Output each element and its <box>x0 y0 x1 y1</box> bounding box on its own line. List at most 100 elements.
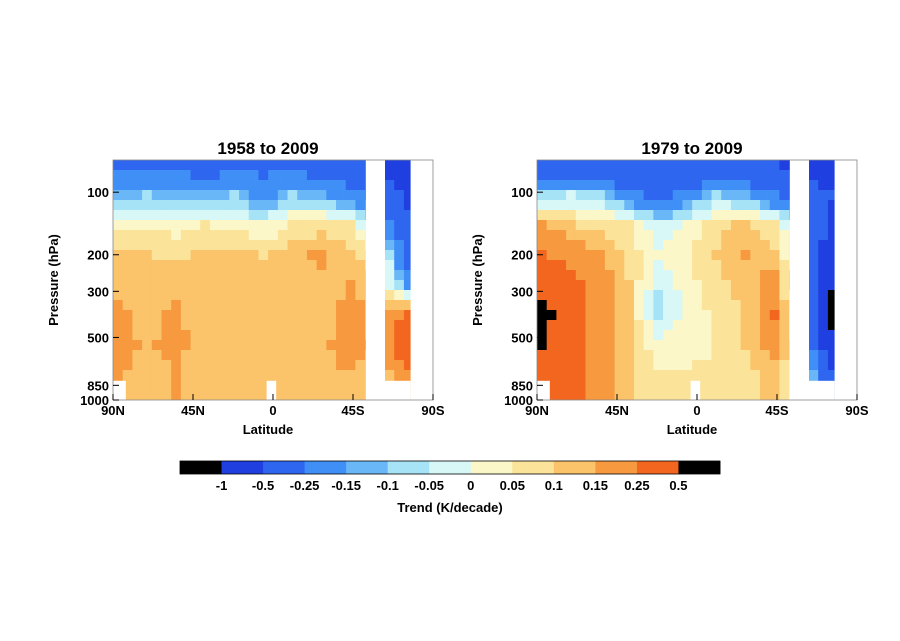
y-tick-label: 300 <box>511 284 533 299</box>
field-cell <box>180 210 192 221</box>
field-cell <box>287 260 298 271</box>
field-cell <box>827 210 839 221</box>
field-cell <box>614 380 625 391</box>
field-cell <box>585 170 596 181</box>
field-cell <box>258 300 269 311</box>
field-cell <box>546 230 557 241</box>
field-cell <box>556 390 567 400</box>
field-cell <box>760 390 771 400</box>
field-cell <box>750 200 761 211</box>
field-cell <box>672 180 684 191</box>
field-cell <box>643 280 654 291</box>
field-cell <box>624 350 635 361</box>
field-cell <box>711 200 722 211</box>
field-cell <box>682 300 693 311</box>
field-cell <box>171 230 182 241</box>
field-cell <box>566 330 577 341</box>
field-cell <box>151 170 163 181</box>
field-cell <box>306 300 318 311</box>
field-cell <box>663 330 674 341</box>
field-cell <box>316 180 327 191</box>
field-cell <box>721 170 732 181</box>
field-cell <box>113 310 124 321</box>
field-cell <box>345 340 357 351</box>
field-cell <box>180 350 192 361</box>
field-cell <box>394 280 405 291</box>
field-cell <box>624 270 635 281</box>
field-cell <box>219 380 230 391</box>
field-cell <box>595 270 606 281</box>
field-cell <box>345 360 357 371</box>
field-cell <box>287 350 298 361</box>
field-cell <box>614 340 625 351</box>
field-cell <box>643 180 654 191</box>
field-cell <box>258 350 269 361</box>
field-cell <box>643 350 654 361</box>
field-cell <box>595 250 606 261</box>
field-cell <box>268 200 279 211</box>
field-cell <box>546 220 557 231</box>
field-cell <box>633 310 645 321</box>
field-cell <box>403 270 415 281</box>
field-cell <box>287 220 298 231</box>
field-cell <box>239 370 250 381</box>
field-cell <box>268 230 279 241</box>
field-cell <box>151 200 163 211</box>
field-cell <box>604 390 616 400</box>
field-cell <box>394 340 405 351</box>
field-cell <box>818 320 829 331</box>
field-cell <box>113 270 124 281</box>
field-cell <box>277 360 289 371</box>
field-cell <box>701 280 713 291</box>
y-tick-label: 300 <box>87 284 109 299</box>
field-cell <box>190 270 201 281</box>
field-cell <box>277 190 289 201</box>
data-gap <box>789 160 809 400</box>
field-cell <box>546 260 557 271</box>
field-cell <box>268 210 279 221</box>
field-cell <box>556 290 567 301</box>
colorbar-tick-label: 0.1 <box>545 478 563 493</box>
field-cell <box>779 200 790 211</box>
field-cell <box>384 190 395 201</box>
field-cell <box>258 160 269 171</box>
field-cell <box>219 390 230 400</box>
field-cell <box>200 270 211 281</box>
field-cell <box>403 280 415 291</box>
field-cell <box>692 370 703 381</box>
field-cell <box>624 280 635 291</box>
field-cell <box>277 390 289 400</box>
field-cell <box>643 210 654 221</box>
field-cell <box>394 320 405 331</box>
field-cell <box>122 260 133 271</box>
field-cell <box>575 310 587 321</box>
field-cell <box>750 160 761 171</box>
field-cell <box>336 320 347 331</box>
field-cell <box>171 300 182 311</box>
field-cell <box>769 250 781 261</box>
field-cell <box>556 250 567 261</box>
field-cell <box>287 200 298 211</box>
field-cell <box>701 190 713 201</box>
field-cell <box>219 230 230 241</box>
field-cell <box>200 180 211 191</box>
field-cell <box>537 290 548 301</box>
field-cell <box>200 160 211 171</box>
field-cell <box>209 320 221 331</box>
field-cell <box>113 250 124 261</box>
field-cell <box>297 180 308 191</box>
field-cell <box>643 170 654 181</box>
field-cell <box>161 220 172 231</box>
field-cell <box>113 370 124 381</box>
field-cell <box>769 360 781 371</box>
field-cell <box>760 310 771 321</box>
field-cell <box>229 210 240 221</box>
field-cell <box>721 370 732 381</box>
field-cell <box>209 190 221 201</box>
field-cell <box>750 260 761 271</box>
field-cell <box>200 170 211 181</box>
field-cell <box>672 310 684 321</box>
field-cell <box>151 260 163 271</box>
field-cell <box>122 160 133 171</box>
field-cell <box>151 350 163 361</box>
